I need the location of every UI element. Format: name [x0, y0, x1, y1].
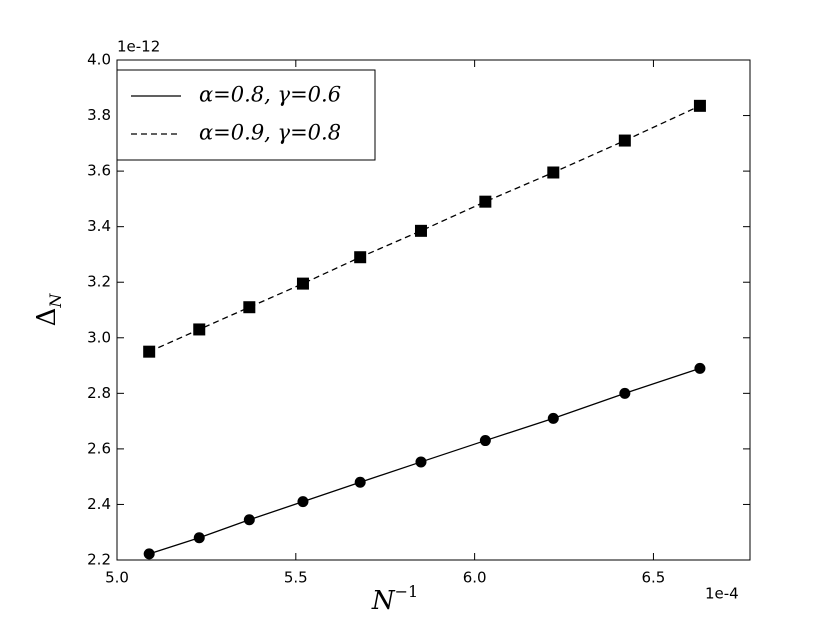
- square-marker: [193, 323, 206, 336]
- square-marker: [354, 251, 367, 264]
- square-marker: [414, 224, 427, 237]
- legend-label: α=0.8, γ=0.6: [199, 83, 341, 107]
- y-offset: 1e-12: [117, 38, 160, 56]
- square-marker: [296, 277, 309, 290]
- plot-frame: [116, 59, 751, 561]
- y-tick-label: 2.6: [87, 439, 111, 457]
- square-marker: [547, 166, 560, 179]
- y-tick-label: 2.8: [87, 384, 111, 402]
- y-tick-label: 3.8: [87, 106, 111, 124]
- circle-marker: [193, 532, 205, 544]
- circle-marker: [547, 412, 559, 424]
- circle-marker: [297, 496, 309, 508]
- circle-marker: [143, 548, 155, 560]
- legend-label: α=0.9, γ=0.8: [199, 121, 341, 145]
- y-tick-label: 3.6: [87, 162, 111, 180]
- square-marker: [618, 134, 631, 147]
- x-tick-label: 6.0: [463, 569, 487, 587]
- y-tick-label: 3.4: [87, 217, 111, 235]
- y-label-main: Δ: [32, 308, 62, 327]
- x-label-sup: −1: [395, 582, 419, 601]
- y-tick-label: 3.2: [87, 273, 111, 291]
- square-marker: [143, 345, 156, 358]
- y-tick-label: 3.0: [87, 328, 111, 346]
- legend-box: [116, 69, 376, 161]
- series-line: [148, 367, 701, 555]
- x-label: N−1: [371, 582, 418, 617]
- square-marker: [693, 99, 706, 112]
- x-tick-label: 5.0: [105, 569, 129, 587]
- circle-marker: [415, 456, 427, 468]
- y-tick-label: 2.4: [87, 495, 111, 513]
- circle-marker: [479, 435, 491, 447]
- y-label-group: ΔN: [32, 293, 65, 327]
- x-offset: 1e-4: [705, 585, 739, 603]
- y-label-sub: N: [46, 293, 65, 309]
- series-line: [148, 105, 701, 353]
- square-marker: [243, 301, 256, 314]
- y-tick-label: 2.2: [87, 551, 111, 569]
- x-label-main: N: [371, 586, 396, 616]
- circle-marker: [619, 387, 631, 399]
- square-marker: [479, 195, 492, 208]
- y-label: ΔN: [32, 293, 65, 327]
- circle-marker: [354, 476, 366, 488]
- x-tick-label: 5.5: [284, 569, 308, 587]
- y-tick-label: 4.0: [87, 51, 111, 69]
- circle-marker: [243, 514, 255, 526]
- circle-marker: [694, 362, 706, 374]
- x-tick-label: 6.5: [642, 569, 666, 587]
